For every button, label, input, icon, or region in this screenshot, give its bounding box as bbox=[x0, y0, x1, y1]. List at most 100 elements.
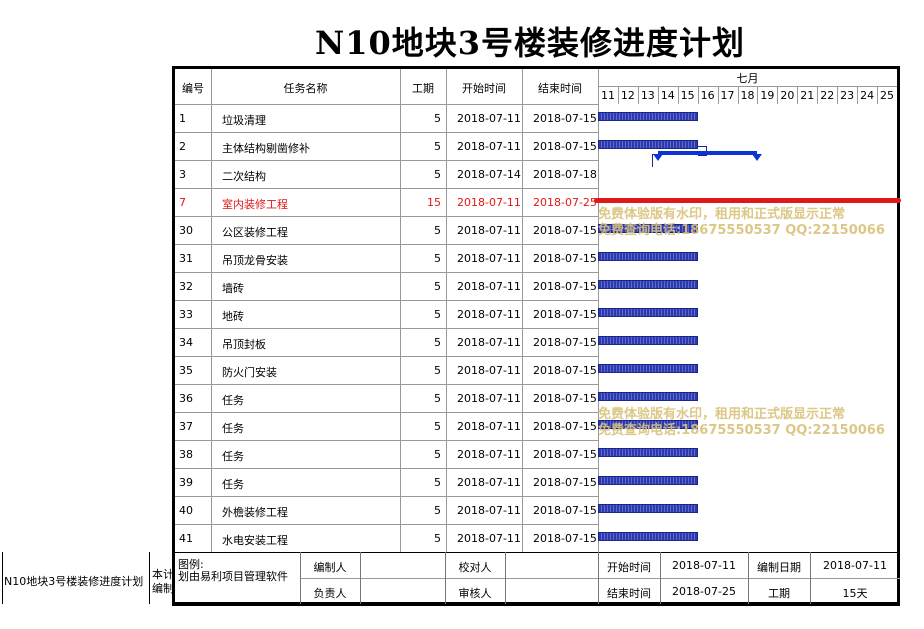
task-end: 2018-07-15 bbox=[533, 420, 597, 433]
day-divider bbox=[677, 86, 679, 104]
task-end: 2018-07-15 bbox=[533, 280, 597, 293]
task-bar[interactable] bbox=[598, 336, 698, 345]
header-day: 14 bbox=[660, 89, 675, 102]
task-name: 任务 bbox=[222, 394, 244, 407]
task-bar[interactable] bbox=[598, 420, 698, 429]
header-day: 24 bbox=[860, 89, 875, 102]
task-name: 墙砖 bbox=[222, 282, 244, 295]
task-duration: 5 bbox=[434, 308, 441, 321]
checker-label: 校对人 bbox=[458, 561, 492, 574]
footer-top bbox=[172, 552, 900, 553]
row-divider bbox=[175, 188, 598, 189]
task-bar[interactable] bbox=[598, 280, 698, 289]
task-bar[interactable] bbox=[598, 252, 698, 261]
task-start: 2018-07-11 bbox=[457, 476, 521, 489]
footer-divider bbox=[505, 552, 506, 604]
row-divider bbox=[175, 244, 598, 245]
task-name: 防火门安装 bbox=[222, 366, 277, 379]
header-day: 15 bbox=[680, 89, 695, 102]
task-end: 2018-07-15 bbox=[533, 224, 597, 237]
row-divider bbox=[175, 272, 598, 273]
task-start: 2018-07-14 bbox=[457, 168, 521, 181]
day-divider bbox=[817, 86, 819, 104]
header-start: 开始时间 bbox=[462, 82, 506, 95]
column-divider bbox=[522, 69, 523, 552]
task-bar[interactable] bbox=[598, 504, 698, 513]
task-id: 40 bbox=[179, 504, 193, 517]
task-end: 2018-07-15 bbox=[533, 364, 597, 377]
day-divider bbox=[697, 86, 699, 104]
task-bar[interactable] bbox=[598, 364, 698, 373]
watermark-line2: 免费查询电话:18675550537 QQ:22150066 bbox=[598, 223, 885, 238]
row-divider bbox=[175, 412, 598, 413]
task-duration: 5 bbox=[434, 336, 441, 349]
month-divider bbox=[598, 86, 897, 87]
day-divider bbox=[837, 86, 839, 104]
column-divider bbox=[400, 69, 401, 552]
column-divider bbox=[446, 69, 447, 552]
task-start: 2018-07-11 bbox=[457, 336, 521, 349]
task-bar[interactable] bbox=[598, 532, 698, 541]
footer-date-label: 编制日期 bbox=[757, 561, 801, 574]
day-divider bbox=[797, 86, 799, 104]
task-duration: 5 bbox=[434, 168, 441, 181]
row-divider bbox=[175, 384, 598, 385]
task-name: 外檐装修工程 bbox=[222, 506, 288, 519]
task-bar[interactable] bbox=[598, 448, 698, 457]
summary-bar[interactable] bbox=[657, 151, 758, 155]
task-id: 2 bbox=[179, 140, 186, 153]
summary-bar-end-icon bbox=[752, 154, 763, 161]
task-bar[interactable] bbox=[598, 308, 698, 317]
task-name: 吊顶龙骨安装 bbox=[222, 254, 288, 267]
footer-divider bbox=[445, 552, 446, 604]
task-start: 2018-07-11 bbox=[457, 308, 521, 321]
task-end: 2018-07-15 bbox=[533, 336, 597, 349]
watermark-line1-second: 免费体验版有水印，租用和正式版显示正常 bbox=[598, 407, 846, 422]
task-end: 2018-07-15 bbox=[533, 308, 597, 321]
task-name: 任务 bbox=[222, 422, 244, 435]
task-duration: 5 bbox=[434, 476, 441, 489]
day-divider bbox=[757, 86, 759, 104]
row-divider bbox=[175, 440, 598, 441]
row-divider bbox=[175, 356, 598, 357]
task-duration: 5 bbox=[434, 112, 441, 125]
task-id: 7 bbox=[179, 196, 186, 209]
day-divider bbox=[857, 86, 859, 104]
task-id: 34 bbox=[179, 336, 193, 349]
task-start: 2018-07-11 bbox=[457, 420, 521, 433]
responsible-label: 负责人 bbox=[313, 587, 347, 600]
footer-date-value: 2018-07-11 bbox=[823, 559, 887, 572]
footer-duration-value: 15天 bbox=[842, 587, 868, 600]
row-divider bbox=[175, 496, 598, 497]
task-name: 水电安装工程 bbox=[222, 534, 288, 547]
footer-side-text1: 本计 bbox=[152, 568, 174, 581]
task-bar[interactable] bbox=[598, 476, 698, 485]
task-bar[interactable] bbox=[598, 140, 698, 149]
task-bar[interactable] bbox=[598, 392, 698, 401]
task-name: 垃圾清理 bbox=[222, 114, 266, 127]
task-start: 2018-07-11 bbox=[457, 448, 521, 461]
header-duration: 工期 bbox=[412, 82, 434, 95]
task-duration: 5 bbox=[434, 140, 441, 153]
compiler-label: 编制人 bbox=[313, 561, 347, 574]
watermark-line2-second: 免费查询电话:18675550537 QQ:22150066 bbox=[598, 423, 885, 438]
header-day: 19 bbox=[760, 89, 775, 102]
header-day: 20 bbox=[780, 89, 795, 102]
task-name: 室内装修工程 bbox=[222, 198, 288, 211]
task-start: 2018-07-11 bbox=[457, 252, 521, 265]
row-divider bbox=[175, 328, 598, 329]
task-id: 3 bbox=[179, 168, 186, 181]
gantt-table bbox=[172, 66, 900, 606]
task-duration: 5 bbox=[434, 420, 441, 433]
page-title: N10地块3号楼装修进度计划 bbox=[314, 24, 746, 62]
critical-bar[interactable] bbox=[594, 198, 901, 203]
task-id: 32 bbox=[179, 280, 193, 293]
task-bar[interactable] bbox=[598, 112, 698, 121]
task-bar[interactable] bbox=[598, 224, 698, 233]
header-month: 七月 bbox=[736, 72, 759, 85]
header-end: 结束时间 bbox=[538, 82, 582, 95]
footer-divider bbox=[598, 552, 599, 604]
task-start: 2018-07-11 bbox=[457, 224, 521, 237]
legend-label: 图例: bbox=[178, 558, 204, 571]
task-end: 2018-07-15 bbox=[533, 504, 597, 517]
